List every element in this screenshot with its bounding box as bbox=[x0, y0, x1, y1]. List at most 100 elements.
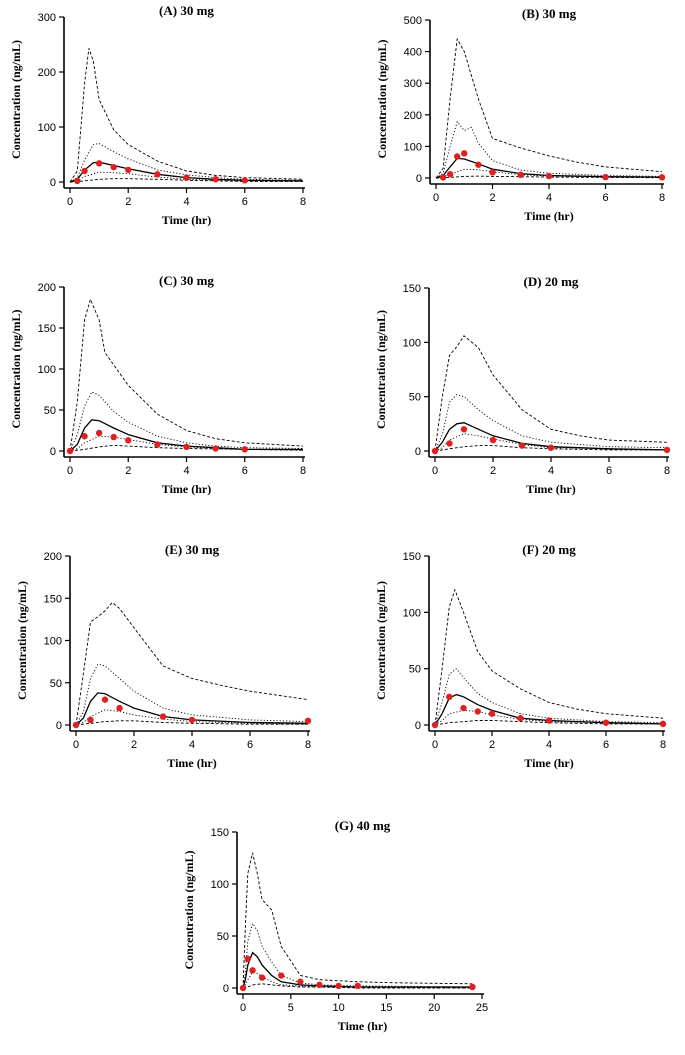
chart-panel-1: (A) 30 mg 0 100 200 300 0 2 4 6 8 Time (hr) Concent… bbox=[9, 3, 306, 227]
y-tick-label: 100 bbox=[44, 636, 62, 648]
x-tick-label: 0 bbox=[240, 1002, 246, 1014]
y-tick-label: 0 bbox=[56, 720, 62, 732]
y-tick-label: 0 bbox=[415, 720, 421, 732]
y-tick-label: 300 bbox=[404, 78, 422, 90]
x-axis-label: Time (hr) bbox=[338, 1019, 387, 1033]
x-tick-label: 6 bbox=[242, 196, 248, 208]
observed-point bbox=[488, 710, 496, 717]
observed-point bbox=[183, 174, 190, 181]
y-tick-label: 200 bbox=[404, 110, 422, 122]
observed-point bbox=[125, 437, 132, 444]
x-tick-label: 8 bbox=[300, 196, 306, 208]
observed-point bbox=[239, 984, 247, 992]
observed-point bbox=[446, 171, 454, 178]
y-tick-label: 0 bbox=[223, 983, 229, 995]
y-axis-label: Concentration (ng/mL) bbox=[9, 310, 23, 429]
y-tick-label: 150 bbox=[403, 283, 421, 295]
x-axis-label: Time (hr) bbox=[524, 756, 573, 770]
x-tick-label: 2 bbox=[125, 196, 131, 208]
y-tick-label: 50 bbox=[217, 931, 229, 943]
observed-point bbox=[518, 442, 526, 449]
y-tick-label: 150 bbox=[44, 593, 62, 605]
x-tick-label: 8 bbox=[664, 465, 670, 477]
observed-point bbox=[469, 983, 476, 991]
series-upper-90 bbox=[434, 588, 664, 726]
series-upper-50 bbox=[242, 922, 473, 989]
chart-title: (D) 20 mg bbox=[524, 274, 579, 289]
series-median bbox=[434, 422, 668, 452]
x-tick-label: 15 bbox=[380, 1002, 392, 1014]
y-tick-label: 50 bbox=[409, 392, 421, 404]
x-tick-label: 0 bbox=[67, 196, 73, 208]
y-tick-label: 50 bbox=[409, 664, 421, 676]
x-tick-label: 4 bbox=[546, 192, 552, 204]
x-tick-label: 6 bbox=[242, 465, 248, 477]
observed-point bbox=[304, 717, 312, 724]
y-tick-label: 150 bbox=[211, 827, 229, 839]
x-tick-label: 6 bbox=[603, 739, 609, 751]
series-upper-50 bbox=[69, 391, 304, 452]
observed-point bbox=[431, 447, 439, 455]
observed-point bbox=[489, 169, 496, 176]
x-tick-label: 4 bbox=[183, 196, 189, 208]
chart-panel-6: (F) 20 mg 0 50 100 150 0 2 4 6 8 Time (hr) Concentr… bbox=[374, 542, 667, 770]
observed-point bbox=[453, 153, 461, 160]
series-lower-50 bbox=[434, 433, 668, 452]
series-upper-90 bbox=[69, 48, 304, 183]
observed-point bbox=[154, 441, 161, 448]
x-axis-label: Time (hr) bbox=[167, 756, 216, 770]
observed-point bbox=[183, 443, 190, 451]
observed-point bbox=[663, 446, 671, 454]
observed-point bbox=[81, 433, 88, 440]
chart-title: (F) 20 mg bbox=[522, 542, 576, 557]
observed-point bbox=[212, 445, 219, 452]
observed-point bbox=[354, 982, 361, 990]
series-upper-50 bbox=[434, 668, 664, 726]
x-tick-label: 0 bbox=[67, 465, 73, 477]
x-tick-label: 2 bbox=[489, 739, 495, 751]
observed-point bbox=[489, 436, 497, 444]
chart-panel-7: (G) 40 mg 0 50 100 150 0 5 10 15 20 25 Time (hr) Con… bbox=[182, 818, 488, 1033]
y-tick-label: 0 bbox=[50, 177, 56, 189]
x-tick-label: 10 bbox=[332, 1002, 344, 1014]
observed-point bbox=[461, 150, 468, 157]
series-upper-50 bbox=[434, 393, 668, 452]
series-lower-90 bbox=[69, 178, 303, 183]
x-tick-label: 6 bbox=[602, 192, 608, 204]
observed-point bbox=[110, 433, 117, 441]
y-tick-label: 100 bbox=[38, 122, 56, 134]
observed-point bbox=[658, 174, 666, 181]
chart-panel-5: (E) 30 mg 0 50 100 150 200 0 2 4 6 8 Time (hr) Conce… bbox=[15, 542, 312, 770]
y-tick-label: 100 bbox=[403, 337, 421, 349]
y-tick-label: 50 bbox=[50, 678, 62, 690]
y-tick-label: 0 bbox=[416, 173, 422, 185]
x-tick-label: 20 bbox=[428, 1002, 440, 1014]
x-tick-label: 0 bbox=[73, 739, 79, 751]
y-tick-label: 400 bbox=[404, 47, 422, 59]
x-tick-label: 25 bbox=[476, 1002, 488, 1014]
observed-point bbox=[87, 716, 94, 724]
series-upper-50 bbox=[75, 663, 309, 726]
series-median bbox=[69, 419, 303, 452]
y-axis-label: Concentration (ng/mL) bbox=[374, 310, 388, 429]
x-tick-label: 8 bbox=[660, 739, 666, 751]
observed-point bbox=[72, 721, 80, 729]
y-axis-label: Concentration (ng/mL) bbox=[375, 40, 389, 159]
series-upper-90 bbox=[435, 37, 663, 179]
x-axis-label: Time (hr) bbox=[524, 209, 573, 223]
x-tick-label: 4 bbox=[183, 465, 189, 477]
observed-point bbox=[74, 177, 81, 185]
chart-title: (B) 30 mg bbox=[522, 6, 577, 21]
observed-point bbox=[439, 174, 447, 181]
observed-point bbox=[241, 177, 248, 184]
observed-point bbox=[241, 446, 248, 453]
y-tick-label: 100 bbox=[403, 607, 421, 619]
x-tick-label: 8 bbox=[305, 739, 311, 751]
series-upper-90 bbox=[69, 297, 304, 452]
chart-title: (G) 40 mg bbox=[335, 818, 391, 833]
observed-point bbox=[446, 440, 453, 447]
observed-point bbox=[545, 172, 553, 180]
observed-point bbox=[66, 447, 74, 455]
observed-point bbox=[431, 721, 439, 729]
observed-point bbox=[460, 704, 467, 712]
